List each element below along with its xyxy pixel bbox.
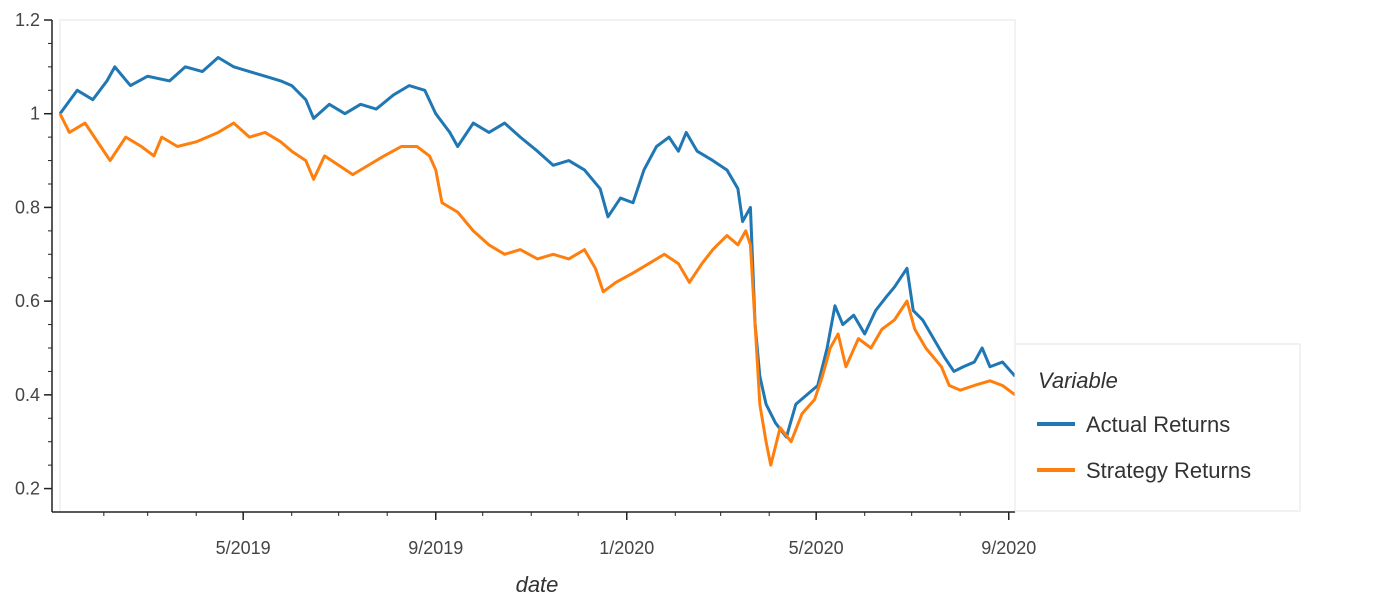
legend-title: Variable	[1038, 368, 1118, 393]
x-tick-label: 5/2020	[789, 538, 844, 558]
series-layer	[58, 55, 1017, 467]
y-tick-label: 1.2	[15, 10, 40, 30]
y-tick-label: 0.8	[15, 197, 40, 217]
y-axis: 0.2 0.4 0.6 0.8 1 1.2	[15, 10, 53, 512]
x-axis-title: date	[516, 572, 559, 597]
legend-label-strategy-returns: Strategy Returns	[1086, 458, 1251, 483]
x-tick-label: 9/2019	[408, 538, 463, 558]
y-tick-label: 0.4	[15, 385, 40, 405]
legend-label-actual-returns: Actual Returns	[1086, 412, 1230, 437]
x-tick-label: 5/2019	[216, 538, 271, 558]
y-tick-label: 0.6	[15, 291, 40, 311]
legend-box	[1014, 343, 1301, 512]
y-tick-label: 1	[30, 104, 40, 124]
x-tick-label: 1/2020	[599, 538, 654, 558]
series-line-actual-returns	[58, 55, 1017, 439]
y-tick-label: 0.2	[15, 479, 40, 499]
series-line-strategy-returns	[58, 113, 1016, 467]
plot-frame	[59, 19, 1016, 513]
x-axis: 5/2019 9/2019 1/2020 5/2020 9/2020	[52, 511, 1036, 558]
x-tick-label: 9/2020	[981, 538, 1036, 558]
legend: Variable Actual Returns Strategy Returns	[1014, 343, 1301, 512]
